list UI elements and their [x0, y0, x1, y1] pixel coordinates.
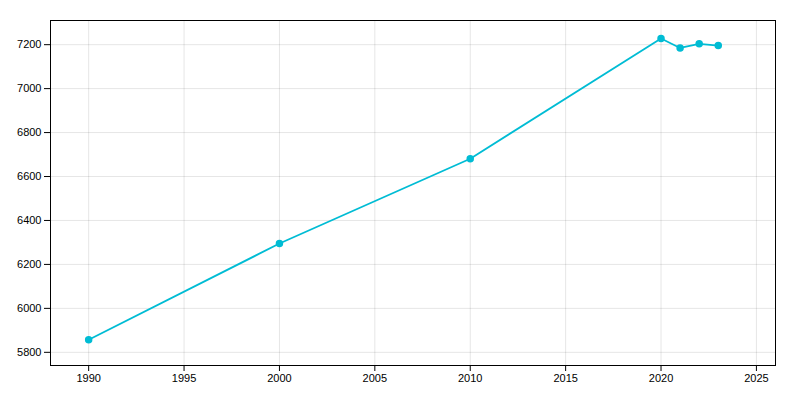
svg-text:1995: 1995 [172, 372, 196, 384]
svg-text:7200: 7200 [17, 38, 41, 50]
svg-text:2010: 2010 [458, 372, 482, 384]
svg-text:2020: 2020 [649, 372, 673, 384]
svg-text:6600: 6600 [17, 170, 41, 182]
svg-text:6000: 6000 [17, 302, 41, 314]
svg-text:2015: 2015 [553, 372, 577, 384]
svg-text:2000: 2000 [267, 372, 291, 384]
svg-text:6200: 6200 [17, 258, 41, 270]
svg-text:2025: 2025 [744, 372, 768, 384]
svg-text:6400: 6400 [17, 214, 41, 226]
svg-text:1990: 1990 [76, 372, 100, 384]
svg-text:5800: 5800 [17, 346, 41, 358]
svg-text:7000: 7000 [17, 82, 41, 94]
svg-text:2005: 2005 [363, 372, 387, 384]
svg-text:6800: 6800 [17, 126, 41, 138]
